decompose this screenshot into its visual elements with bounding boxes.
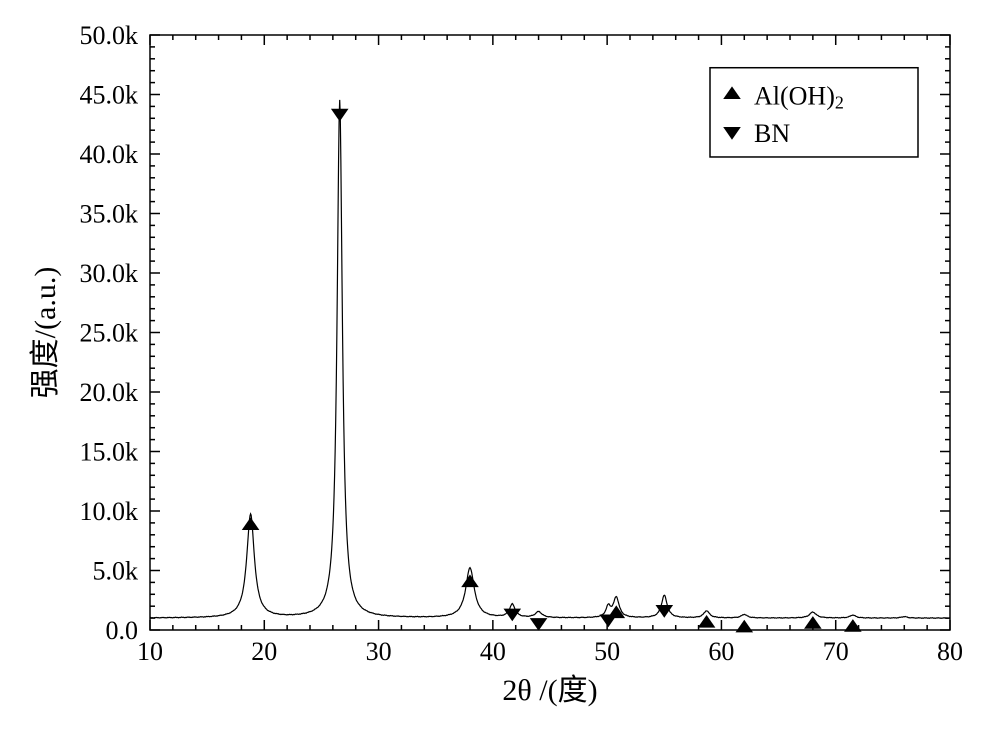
x-tick-label: 30 [366,637,392,666]
x-tick-label: 80 [937,637,963,666]
legend-label: Al(OH)2 [754,81,844,112]
y-tick-label: 45.0k [80,81,139,110]
y-tick-label: 0.0 [106,616,139,645]
x-tick-label: 40 [480,637,506,666]
x-tick-label: 70 [823,637,849,666]
y-tick-label: 50.0k [80,21,139,50]
y-axis-label: 强度/(a.u.) [29,267,62,399]
y-tick-label: 30.0k [80,259,139,288]
y-tick-label: 5.0k [93,557,139,586]
y-tick-label: 20.0k [80,378,139,407]
x-tick-label: 10 [137,637,163,666]
x-axis-label: 2θ /(度) [502,674,597,707]
x-tick-label: 50 [594,637,620,666]
y-tick-label: 25.0k [80,319,139,348]
legend-label: BN [754,119,790,148]
chart-svg: 10 20 30 40 50 60 70 80 0.0 5.0k 10.0k 15.0k 20.0k 25… [0,0,1000,735]
y-tick-label: 10.0k [80,497,139,526]
y-tick-label: 15.0k [80,438,139,467]
y-tick-label: 35.0k [80,200,139,229]
xrd-chart: 10 20 30 40 50 60 70 80 0.0 5.0k 10.0k 15.0k 20.0k 25… [0,0,1000,735]
y-tick-label: 40.0k [80,140,139,169]
x-tick-label: 60 [708,637,734,666]
x-tick-label: 20 [251,637,277,666]
